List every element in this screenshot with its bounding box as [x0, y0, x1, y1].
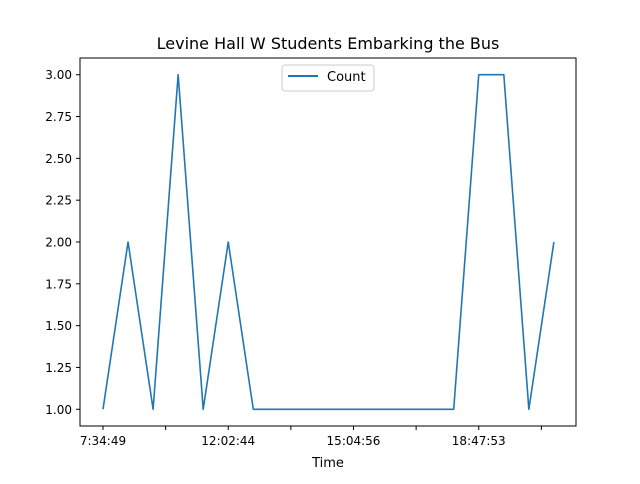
y-tick-label: 1.50 — [45, 319, 72, 333]
y-tick-label: 1.75 — [45, 277, 72, 291]
y-tick-label: 2.75 — [45, 110, 72, 124]
chart-title: Levine Hall W Students Embarking the Bus — [157, 34, 500, 53]
x-tick-label: 15:04:56 — [327, 434, 381, 448]
y-tick-label: 2.00 — [45, 236, 72, 250]
x-tick-label: 12:02:44 — [201, 434, 255, 448]
x-tick-label: 18:47:53 — [452, 434, 506, 448]
y-tick-label: 1.25 — [45, 361, 72, 375]
x-axis-label: Time — [311, 456, 344, 471]
legend-label-count: Count — [327, 70, 366, 85]
y-tick-label: 2.25 — [45, 194, 72, 208]
y-tick-label: 2.50 — [45, 152, 72, 166]
y-tick-label: 1.00 — [45, 403, 72, 417]
y-tick-label: 3.00 — [45, 68, 72, 82]
x-tick-label: 7:34:49 — [80, 434, 126, 448]
legend: Count — [282, 65, 374, 91]
